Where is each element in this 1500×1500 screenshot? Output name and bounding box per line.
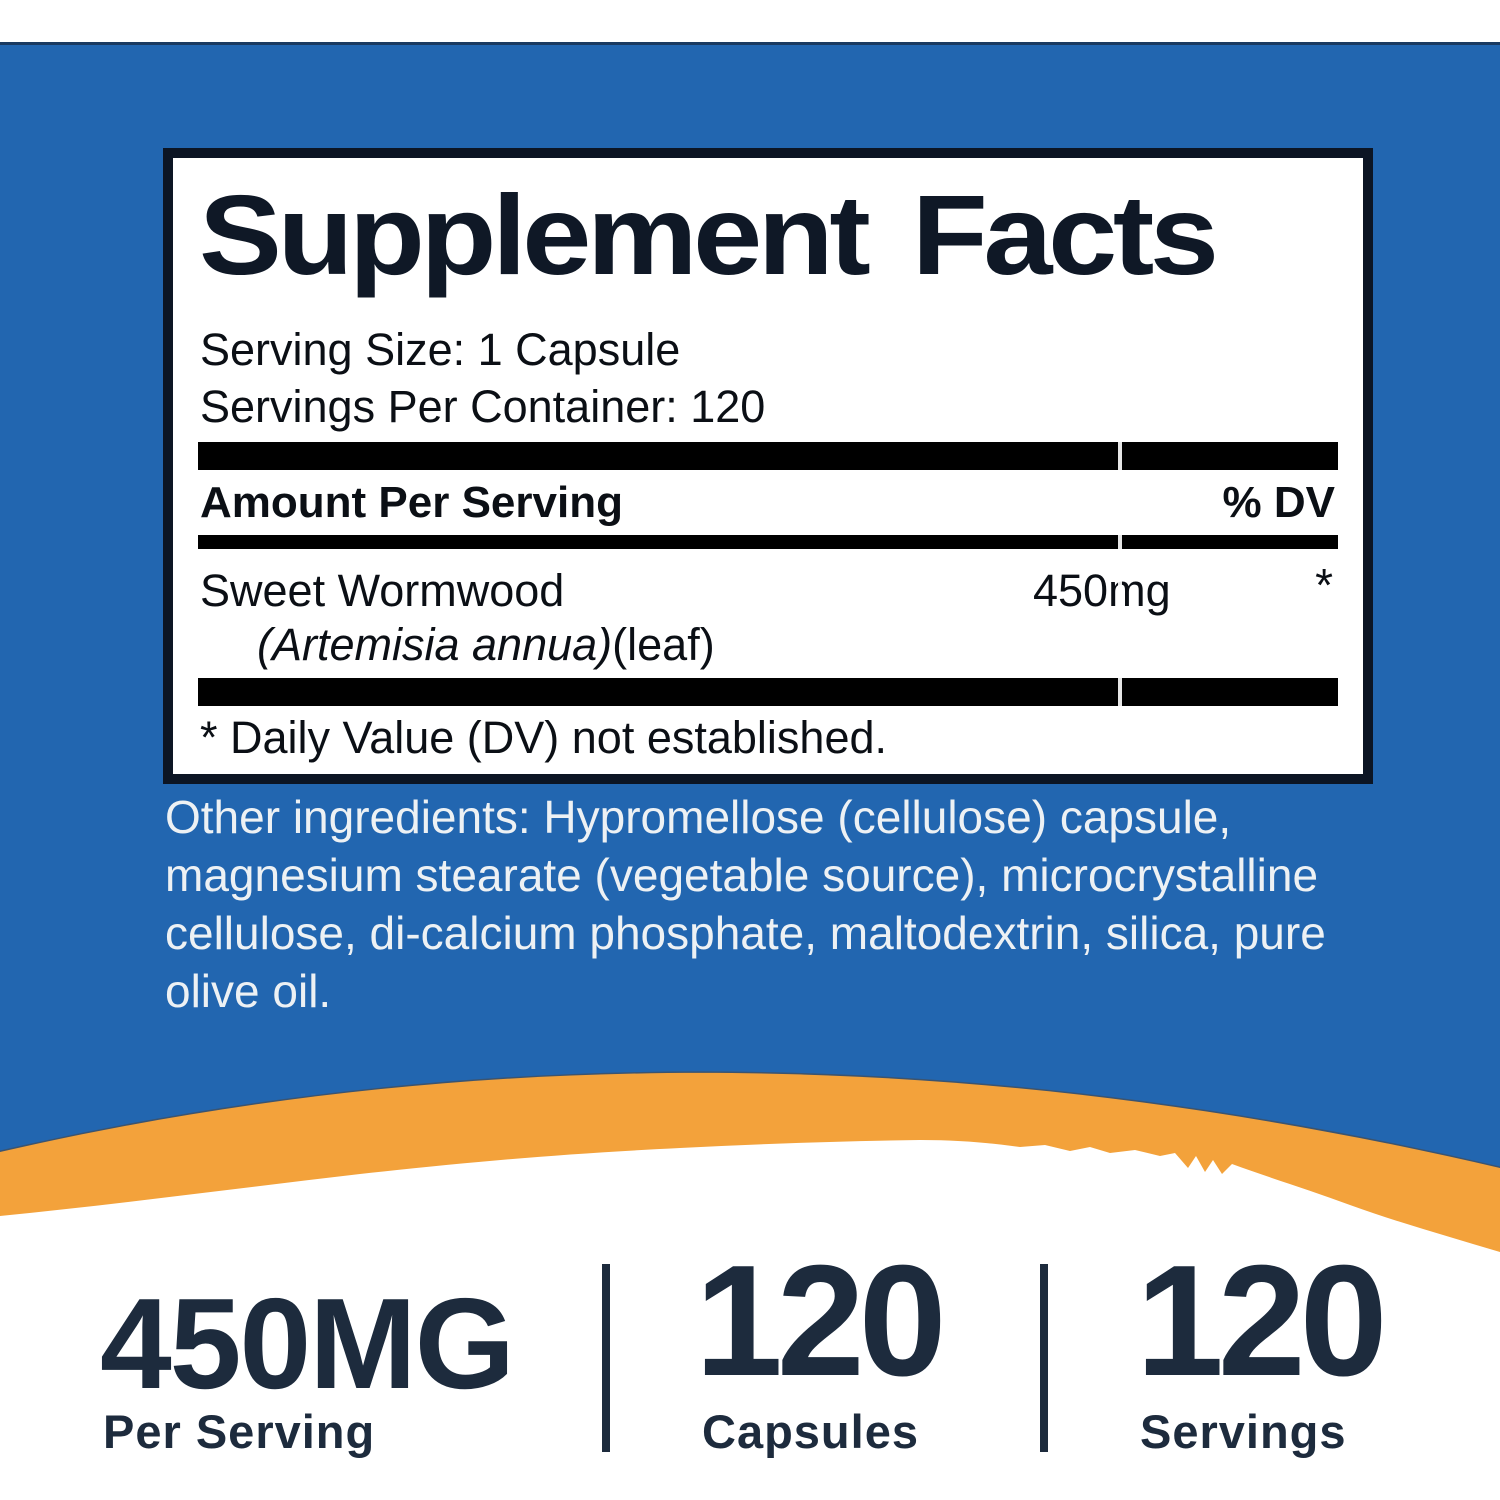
stat-amount-label: Per Serving (103, 1405, 376, 1458)
stat-servings-label: Servings (1140, 1405, 1347, 1458)
serving-info: Serving Size: 1 Capsule Servings Per Con… (200, 321, 765, 435)
other-ingredients-paragraph: Other ingredients: Hypromellose (cellulo… (165, 788, 1380, 1020)
stat-divider (602, 1264, 610, 1452)
percent-dv-header: % DV (1222, 478, 1335, 527)
thick-divider-bottom (198, 678, 1338, 706)
serving-size-line: Serving Size: 1 Capsule (200, 324, 681, 375)
supplement-facts-title: Supplement Facts (199, 172, 1219, 298)
other-ingredients-line: magnesium stearate (vegetable source), m… (165, 849, 1319, 901)
ingredient-amount: 450mg (1033, 565, 1171, 616)
stat-servings-value: 120 (1136, 1233, 1388, 1409)
ingredient-dv-asterisk: * (1315, 559, 1333, 611)
ingredient-plant-part: (leaf) (612, 619, 715, 670)
ingredient-botanical: (Artemisia annua)(leaf) (257, 619, 715, 671)
amount-per-serving-header: Amount Per Serving (200, 478, 623, 527)
thick-divider-top (198, 442, 1338, 470)
white-foreground (0, 1140, 1500, 1500)
ingredient-name: Sweet Wormwood (200, 565, 565, 616)
other-ingredients-line: cellulose, di-calcium phosphate, maltode… (165, 907, 1326, 959)
stat-divider (1040, 1264, 1048, 1452)
servings-per-container-line: Servings Per Container: 120 (200, 381, 766, 432)
supplement-facts-panel: Supplement Facts Serving Size: 1 Capsule… (163, 148, 1373, 784)
dv-column-seam (1118, 442, 1122, 706)
stat-capsules-label: Capsules (702, 1405, 919, 1458)
supplement-facts-inner: Supplement Facts Serving Size: 1 Capsule… (173, 158, 1363, 774)
orange-swoosh (0, 1000, 1500, 1500)
other-ingredients-line: olive oil. (165, 965, 332, 1017)
other-ingredients-line: Other ingredients: Hypromellose (cellulo… (165, 791, 1232, 843)
dv-footnote: * Daily Value (DV) not established. (200, 712, 887, 763)
ingredient-botanical-latin: (Artemisia annua) (257, 619, 613, 670)
header-divider-bar (198, 535, 1338, 549)
stat-amount-value: 450MG (100, 1272, 515, 1416)
stat-capsules-value: 120 (695, 1233, 947, 1409)
